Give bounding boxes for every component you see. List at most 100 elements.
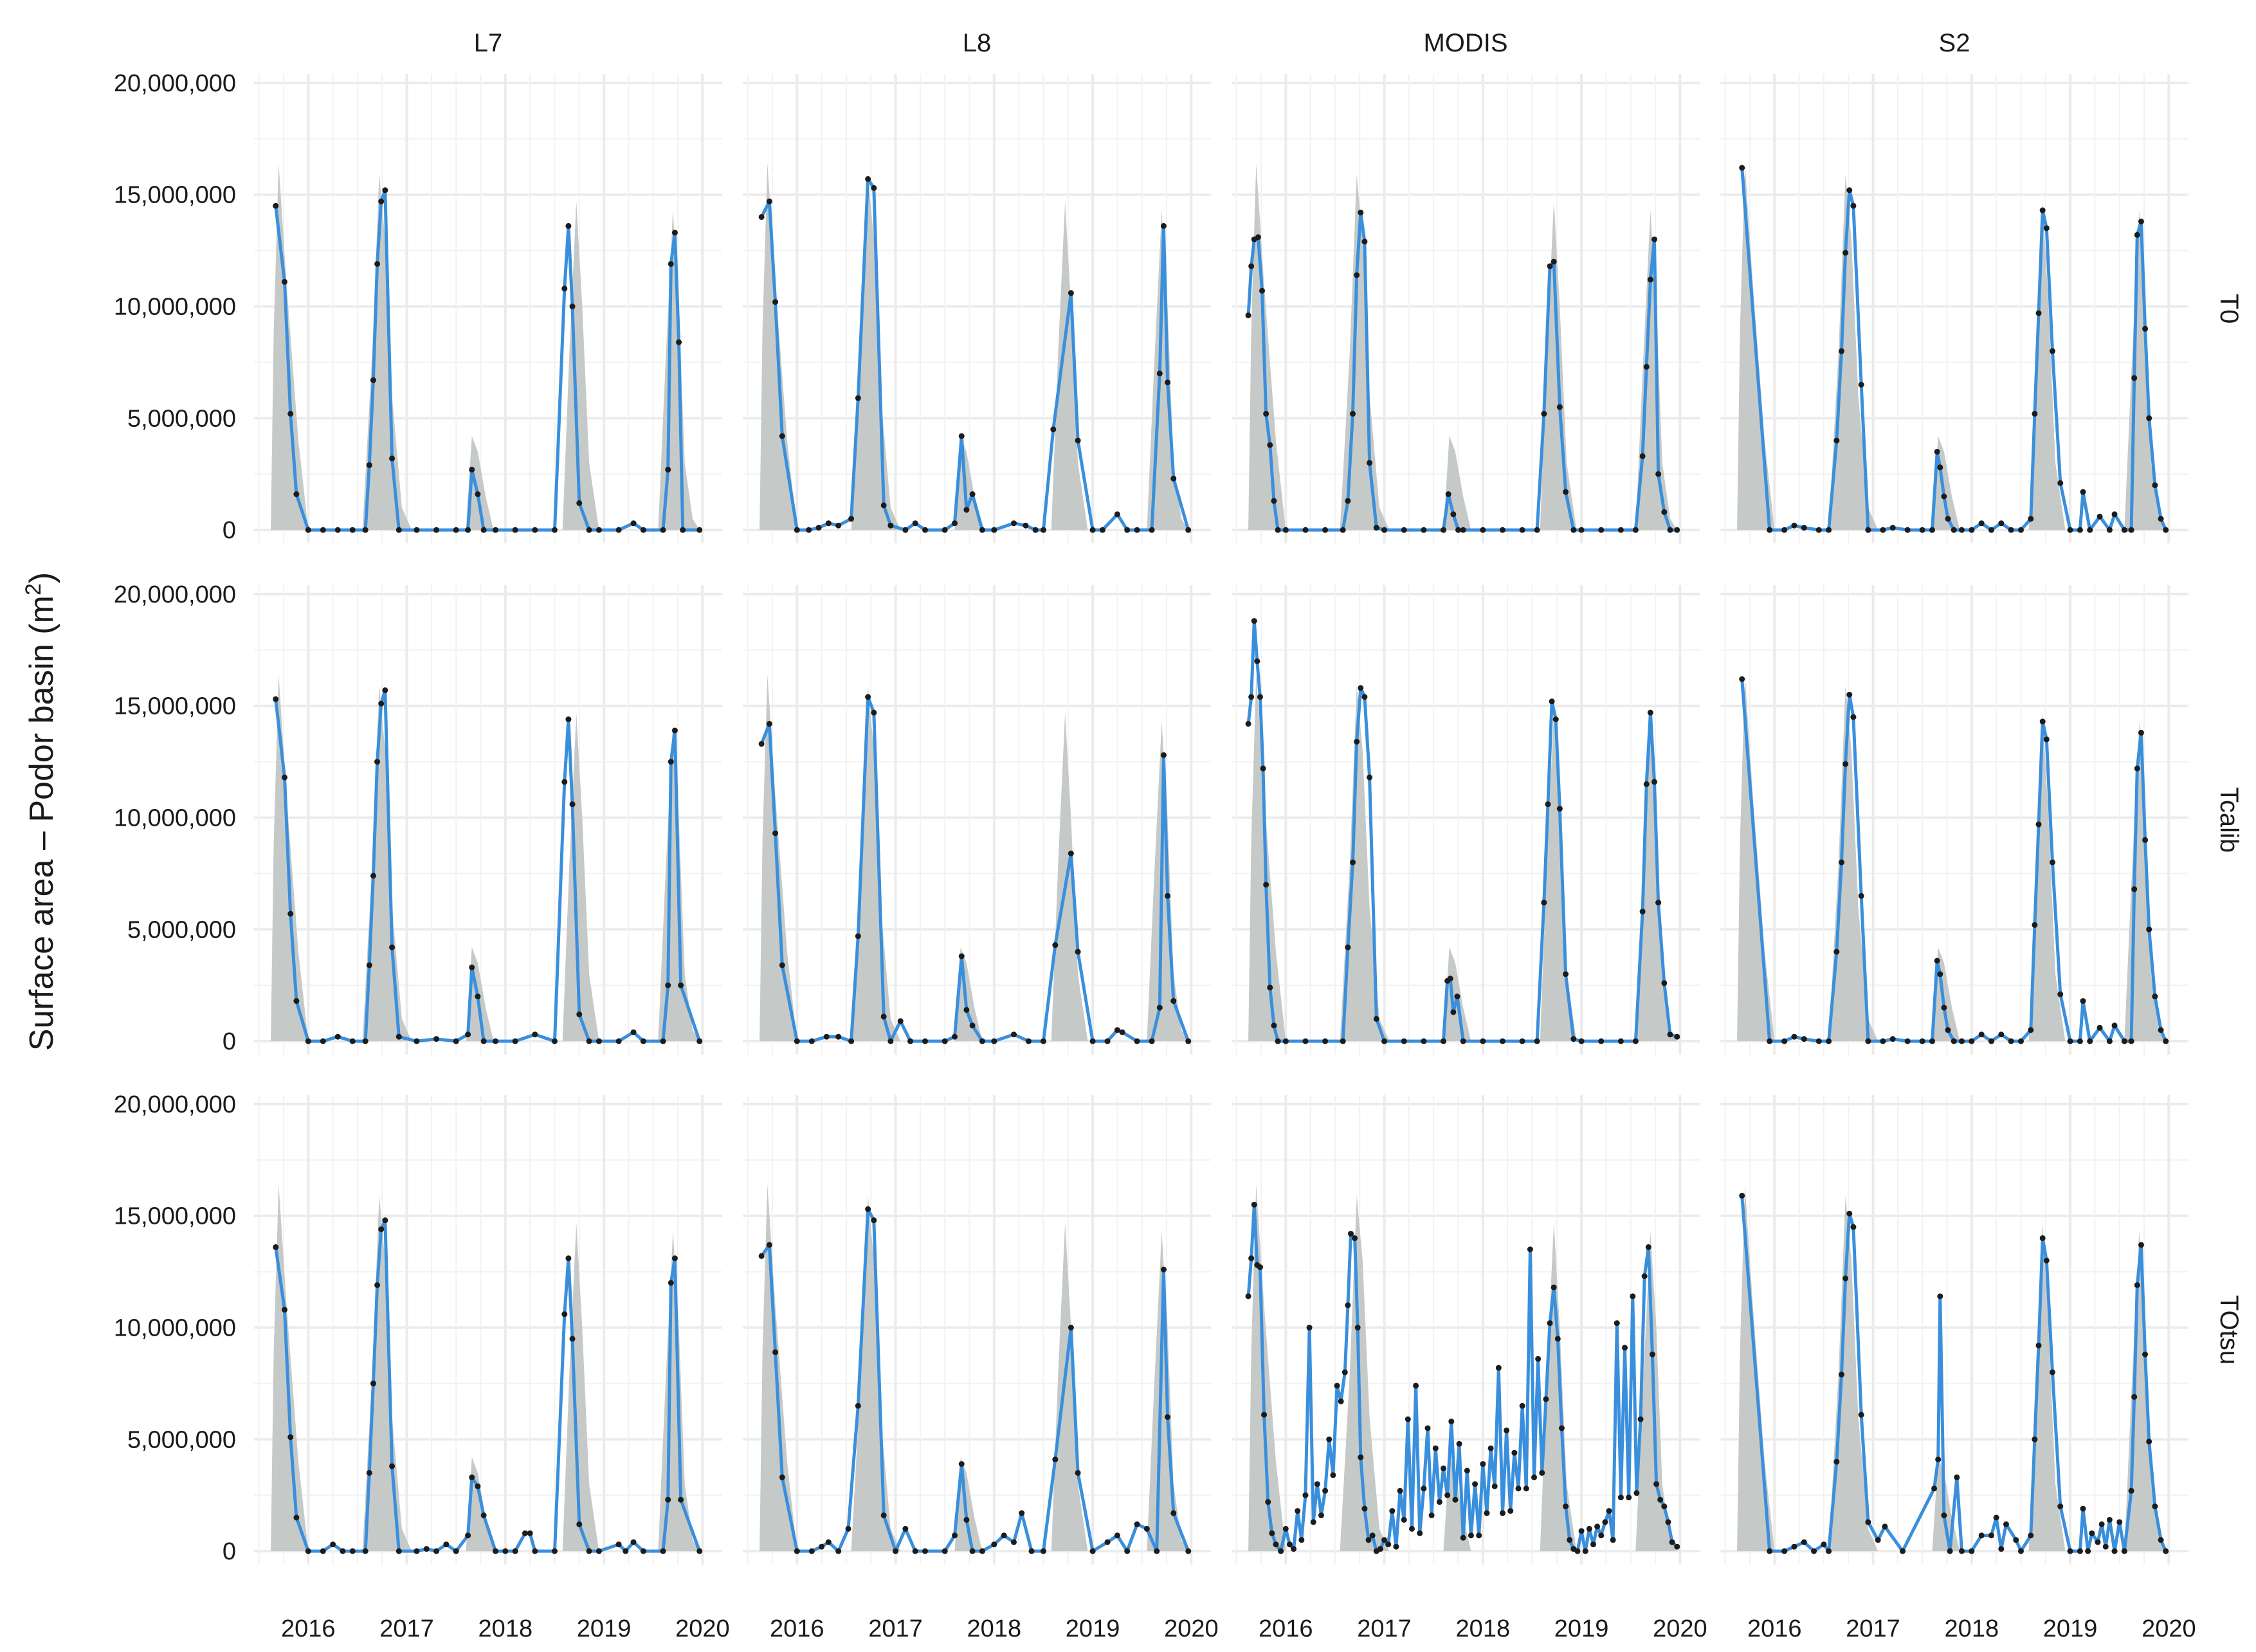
data-point <box>1551 1284 1557 1291</box>
data-point <box>1547 1320 1553 1327</box>
data-point <box>615 1541 622 1548</box>
data-point <box>1988 527 1994 533</box>
data-point <box>1302 1492 1309 1498</box>
data-point <box>1340 527 1346 533</box>
data-point <box>1655 900 1662 906</box>
data-point <box>1393 1543 1399 1550</box>
x-tick-label: 2019 <box>1066 1615 1120 1642</box>
data-point <box>2106 1516 2113 1523</box>
data-point <box>1023 522 1029 529</box>
data-point <box>2003 1521 2009 1527</box>
data-point <box>2087 527 2093 533</box>
data-point <box>1791 522 1797 529</box>
data-point <box>665 982 671 988</box>
data-point <box>952 520 958 527</box>
data-point <box>1653 1481 1660 1487</box>
data-point <box>2098 1521 2105 1527</box>
data-point <box>1185 1548 1192 1554</box>
data-point <box>1833 1458 1840 1465</box>
data-point <box>1574 1548 1581 1554</box>
reference-area <box>1248 163 1677 531</box>
data-point <box>1352 1235 1358 1241</box>
data-point <box>2089 1530 2095 1536</box>
data-point <box>758 741 765 747</box>
data-point <box>1645 1244 1651 1250</box>
data-point <box>963 1516 970 1523</box>
data-point <box>443 1541 450 1548</box>
data-point <box>1833 949 1840 955</box>
data-point <box>1326 1436 1333 1442</box>
data-point <box>969 1548 976 1554</box>
data-point <box>2035 1342 2042 1348</box>
data-point <box>1381 1537 1388 1543</box>
data-point <box>1075 437 1081 444</box>
data-point <box>576 1011 583 1017</box>
data-point <box>1134 527 1140 533</box>
data-point <box>1993 1514 1999 1521</box>
data-point <box>1934 958 1940 964</box>
data-point <box>1265 1499 1271 1505</box>
data-point <box>1937 971 1943 977</box>
data-point <box>2085 1548 2091 1554</box>
data-point <box>1170 998 1177 1004</box>
data-point <box>1846 1210 1853 1217</box>
data-point <box>433 1548 440 1554</box>
data-point <box>897 1018 904 1024</box>
data-point <box>1358 685 1364 691</box>
data-point <box>808 1548 815 1554</box>
data-point <box>305 1038 311 1044</box>
data-point <box>340 1548 346 1554</box>
data-point <box>2116 1519 2123 1525</box>
data-point <box>2111 511 2118 518</box>
data-point <box>668 759 674 765</box>
data-point <box>991 1038 997 1044</box>
data-point <box>1598 1532 1605 1539</box>
data-point <box>1661 1503 1668 1510</box>
data-point <box>551 1038 558 1044</box>
data-point <box>1523 1485 1529 1492</box>
data-point <box>2146 1439 2152 1445</box>
data-point <box>2077 1038 2083 1044</box>
data-point <box>1643 363 1650 370</box>
data-point <box>1941 1512 1947 1519</box>
y-axis-label-text: Surface area – Podor basin (m <box>23 595 60 1051</box>
data-point <box>1667 527 1673 533</box>
data-point <box>293 491 300 498</box>
data-point <box>382 187 388 194</box>
data-point <box>1342 1369 1348 1375</box>
data-point <box>1377 1546 1383 1552</box>
data-point <box>1248 1255 1255 1262</box>
data-point <box>2158 516 2164 522</box>
data-point <box>433 527 440 533</box>
y-tick-label: 20,000,000 <box>114 70 236 97</box>
data-point <box>963 507 970 513</box>
data-point <box>2138 1242 2144 1248</box>
data-point <box>287 1434 294 1440</box>
data-point <box>1791 1033 1797 1040</box>
data-point <box>1969 1548 1975 1554</box>
data-point <box>2128 1487 2134 1494</box>
data-point <box>1358 1454 1364 1460</box>
data-point <box>2028 1532 2034 1539</box>
data-point <box>1251 1201 1257 1208</box>
data-point <box>551 527 558 533</box>
data-point <box>1245 721 1251 727</box>
data-point <box>1889 525 1896 531</box>
y-tick-label: 0 <box>223 1028 236 1055</box>
data-point <box>865 694 871 700</box>
data-point <box>1552 716 1559 723</box>
x-tick-label: 2016 <box>770 1615 824 1642</box>
data-point <box>1850 714 1857 720</box>
data-point <box>469 466 475 473</box>
data-point <box>1460 527 1466 533</box>
data-point <box>2121 1038 2127 1044</box>
data-point <box>615 527 622 533</box>
data-point <box>366 462 372 468</box>
data-point <box>779 962 785 968</box>
data-point <box>1865 527 1871 533</box>
y-tick-label: 15,000,000 <box>114 182 236 209</box>
x-tick-label: 2018 <box>967 1615 1022 1642</box>
data-point <box>1248 694 1255 700</box>
data-point <box>1260 765 1266 772</box>
